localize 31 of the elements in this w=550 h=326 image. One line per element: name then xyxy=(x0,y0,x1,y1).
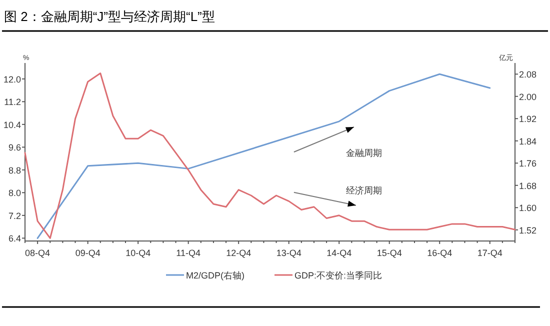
y-tick-label: 7.2 xyxy=(8,210,21,221)
x-tick-label: 10-Q4 xyxy=(126,248,151,258)
y-tick-label: 12.0 xyxy=(3,74,21,84)
y2-tick-label: 1.52 xyxy=(519,225,537,236)
y-tick-label: 9.6 xyxy=(8,142,21,153)
legend-label: GDP:不变价:当季同比 xyxy=(294,270,382,280)
legend-label: M2/GDP(右轴) xyxy=(186,270,245,280)
x-tick-label: 17-Q4 xyxy=(477,248,502,258)
x-tick-label: 16-Q4 xyxy=(427,248,452,258)
y2-tick-label: 2.00 xyxy=(519,92,537,102)
x-tick-label: 09-Q4 xyxy=(75,248,100,258)
x-tick-label: 13-Q4 xyxy=(276,248,302,258)
x-tick-label: 11-Q4 xyxy=(176,248,201,258)
y-tick-label: 6.4 xyxy=(8,234,21,244)
y2-tick-label: 1.92 xyxy=(519,114,537,124)
y2-tick-label: 1.60 xyxy=(519,203,537,214)
x-tick-label: 14-Q4 xyxy=(326,248,352,258)
y2-tick-label: 1.68 xyxy=(519,180,537,191)
x-tick-label: 12-Q4 xyxy=(226,248,252,258)
annotation: 金融周期 xyxy=(346,148,382,158)
y-tick-label: 8.8 xyxy=(8,165,21,176)
x-tick-label: 15-Q4 xyxy=(376,248,402,258)
x-tick-label: 08-Q4 xyxy=(25,248,50,258)
y2-tick-label: 1.84 xyxy=(519,136,537,146)
y-tick-label: 11.2 xyxy=(4,97,21,108)
y-tick-label: 10.4 xyxy=(3,120,21,130)
y2-tick-label: 2.08 xyxy=(519,70,537,80)
annotation: 经济周期 xyxy=(346,185,382,196)
y-tick-label: 8.0 xyxy=(8,188,21,198)
chart-title: 图 2：金融周期“J”型与经济周期“L”型 xyxy=(4,9,215,24)
y2-tick-label: 1.76 xyxy=(519,158,537,169)
